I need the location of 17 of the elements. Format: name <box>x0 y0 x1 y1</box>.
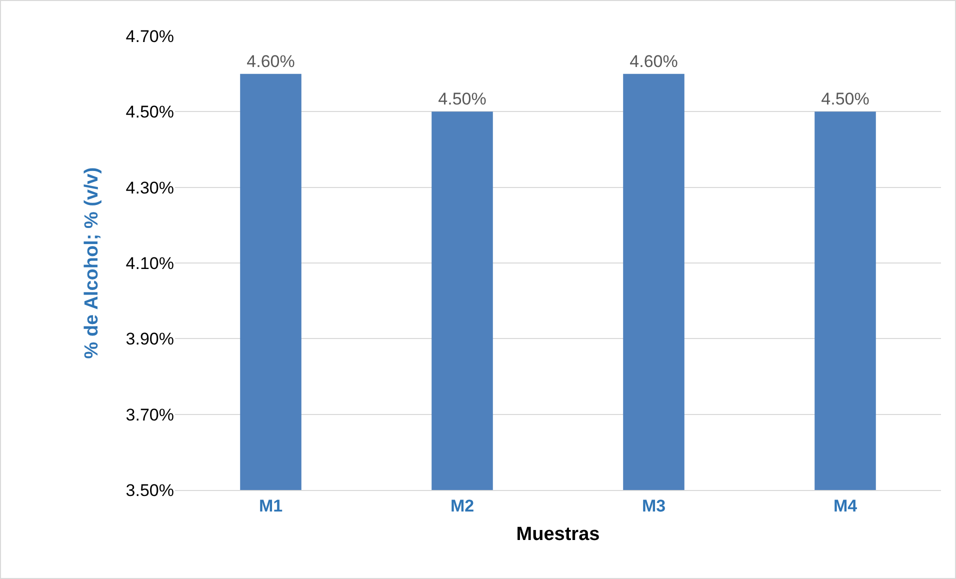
y-tick-label: 4.30% <box>126 178 174 198</box>
data-label: 4.60% <box>630 52 678 71</box>
y-tick-label: 4.50% <box>126 102 174 122</box>
x-axis-title: Muestras <box>516 524 600 546</box>
data-label: 4.60% <box>246 52 295 71</box>
y-tick-label: 3.90% <box>126 330 174 349</box>
y-tick-label: 4.70% <box>126 26 174 46</box>
x-tick-label: M2 <box>450 496 474 516</box>
x-tick-label: M1 <box>258 496 283 516</box>
y-axis-title: % de Alcohol; % (v/v) <box>82 167 103 359</box>
x-tick-label: M3 <box>642 496 666 516</box>
data-label: 4.50% <box>438 90 486 109</box>
x-tick-label: M4 <box>833 496 858 516</box>
y-tick-label: 3.70% <box>126 405 174 424</box>
y-tick-label: 4.10% <box>126 254 174 273</box>
y-tick-label: 3.50% <box>126 480 174 500</box>
data-label: 4.50% <box>821 90 870 109</box>
